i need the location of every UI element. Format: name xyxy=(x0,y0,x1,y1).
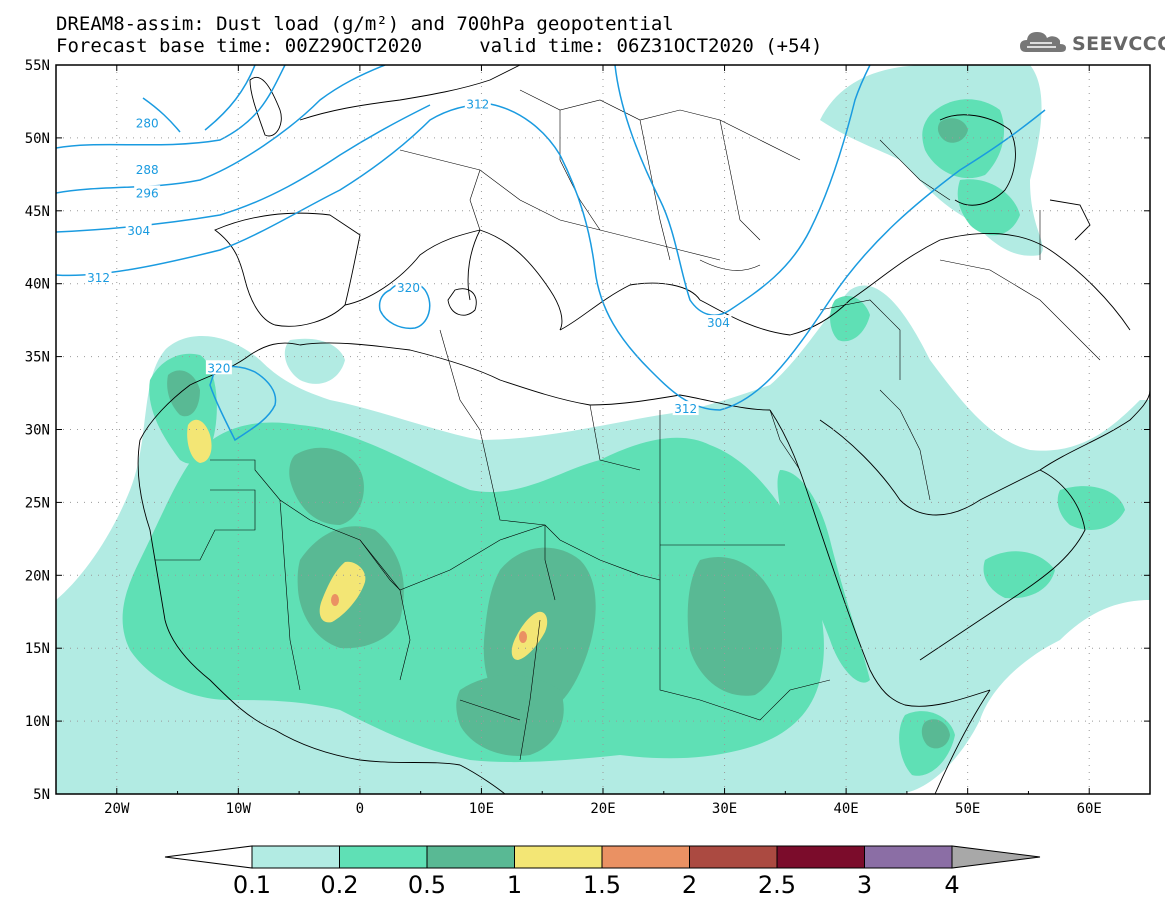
contour-label: 280 xyxy=(136,116,159,130)
contour-label-bg xyxy=(672,401,699,416)
x-tick-label: 40E xyxy=(833,801,858,817)
contour-label: 304 xyxy=(707,316,730,330)
colorbar-swatch xyxy=(689,845,778,869)
contour-label-bg xyxy=(464,96,491,111)
colorbar-swatch xyxy=(514,845,603,869)
colorbar-label: 0.2 xyxy=(320,871,358,899)
colorbar-swatch xyxy=(426,845,515,869)
map-plot-area: 280 288 296 304 312 312 320 320 304 312 xyxy=(56,65,1150,794)
colorbar-label: 4 xyxy=(944,871,959,899)
x-tick-label: 30E xyxy=(712,801,737,817)
logo-text: SEEVCCC xyxy=(1072,33,1165,55)
contour-label-bg xyxy=(125,223,152,238)
y-tick-label: 5N xyxy=(33,787,50,803)
seevccc-logo: SEEVCCC xyxy=(1018,28,1165,58)
contour-label: 312 xyxy=(466,97,489,111)
colorbar-under-triangle xyxy=(164,845,253,869)
x-tick-label: 10E xyxy=(469,801,494,817)
y-tick-label: 35N xyxy=(25,350,50,366)
dust-field-0.2 xyxy=(122,99,1125,776)
x-tick-label: 0 xyxy=(356,801,364,817)
geopotential-contours xyxy=(56,65,1046,442)
y-tick-label: 45N xyxy=(25,204,50,220)
country-borders xyxy=(155,89,1101,761)
colorbar-swatch xyxy=(601,845,690,869)
contour-label: 288 xyxy=(136,163,159,177)
contour-label: 312 xyxy=(87,271,110,285)
x-tick-label: 20E xyxy=(590,801,615,817)
y-tick-label: 20N xyxy=(25,568,50,584)
colorbar-label: 0.1 xyxy=(233,871,271,899)
colorbar-swatch xyxy=(864,845,953,869)
colorbar-label: 1.5 xyxy=(583,871,621,899)
contour-label-bg xyxy=(205,360,232,375)
map-subtitle: Forecast base time: 00Z29OCT2020 valid t… xyxy=(56,35,823,57)
contour-label: 304 xyxy=(127,224,150,238)
y-tick-label: 15N xyxy=(25,641,50,657)
contour-labels: 280 288 296 304 312 312 320 320 304 312 xyxy=(85,96,732,416)
x-tick-label: 60E xyxy=(1077,801,1102,817)
colorbar-label: 1 xyxy=(507,871,522,899)
contour-label-bg xyxy=(395,280,422,295)
x-tick-label: 10W xyxy=(226,801,252,817)
contour-label-bg xyxy=(134,161,161,176)
contour-label: 312 xyxy=(674,402,697,416)
dust-field-1.5 xyxy=(331,594,527,643)
x-tick-label: 20W xyxy=(104,801,130,817)
axes: 20W 10W 0 10E 20E 30E 40E 50E 60E 55N 50N 45N 40N 35N… xyxy=(25,58,1151,817)
y-tick-label: 40N xyxy=(25,277,50,293)
colorbar-label: 0.5 xyxy=(408,871,446,899)
colorbar-swatch xyxy=(339,845,428,869)
colorbar-label: 2.5 xyxy=(758,871,796,899)
y-tick-label: 55N xyxy=(25,58,50,74)
contour-label-bg xyxy=(134,185,161,200)
contour-label: 296 xyxy=(136,186,159,200)
contour-label: 320 xyxy=(207,361,230,375)
x-tick-label: 50E xyxy=(955,801,980,817)
y-tick-label: 30N xyxy=(25,423,50,439)
contour-label: 320 xyxy=(397,281,420,295)
y-tick-label: 25N xyxy=(25,495,50,511)
colorbar-label: 3 xyxy=(857,871,872,899)
y-tick-label: 10N xyxy=(25,714,50,730)
colorbar-label: 2 xyxy=(682,871,697,899)
colorbar-swatch xyxy=(251,845,340,869)
coastlines xyxy=(137,65,1150,794)
colorbar-over-triangle xyxy=(951,845,1041,869)
colorbar: 0.1 0.2 0.5 1 1.5 2 2.5 3 4 xyxy=(164,845,1041,899)
map-title: DREAM8-assim: Dust load (g/m²) and 700hP… xyxy=(56,13,674,35)
dust-field-1 xyxy=(187,419,548,660)
contour-label-bg xyxy=(705,315,732,330)
cloud-icon xyxy=(1020,32,1066,52)
contour-label-bg xyxy=(85,269,112,284)
contour-label-bg xyxy=(134,115,161,130)
y-tick-label: 50N xyxy=(25,131,50,147)
colorbar-swatch xyxy=(776,845,865,869)
